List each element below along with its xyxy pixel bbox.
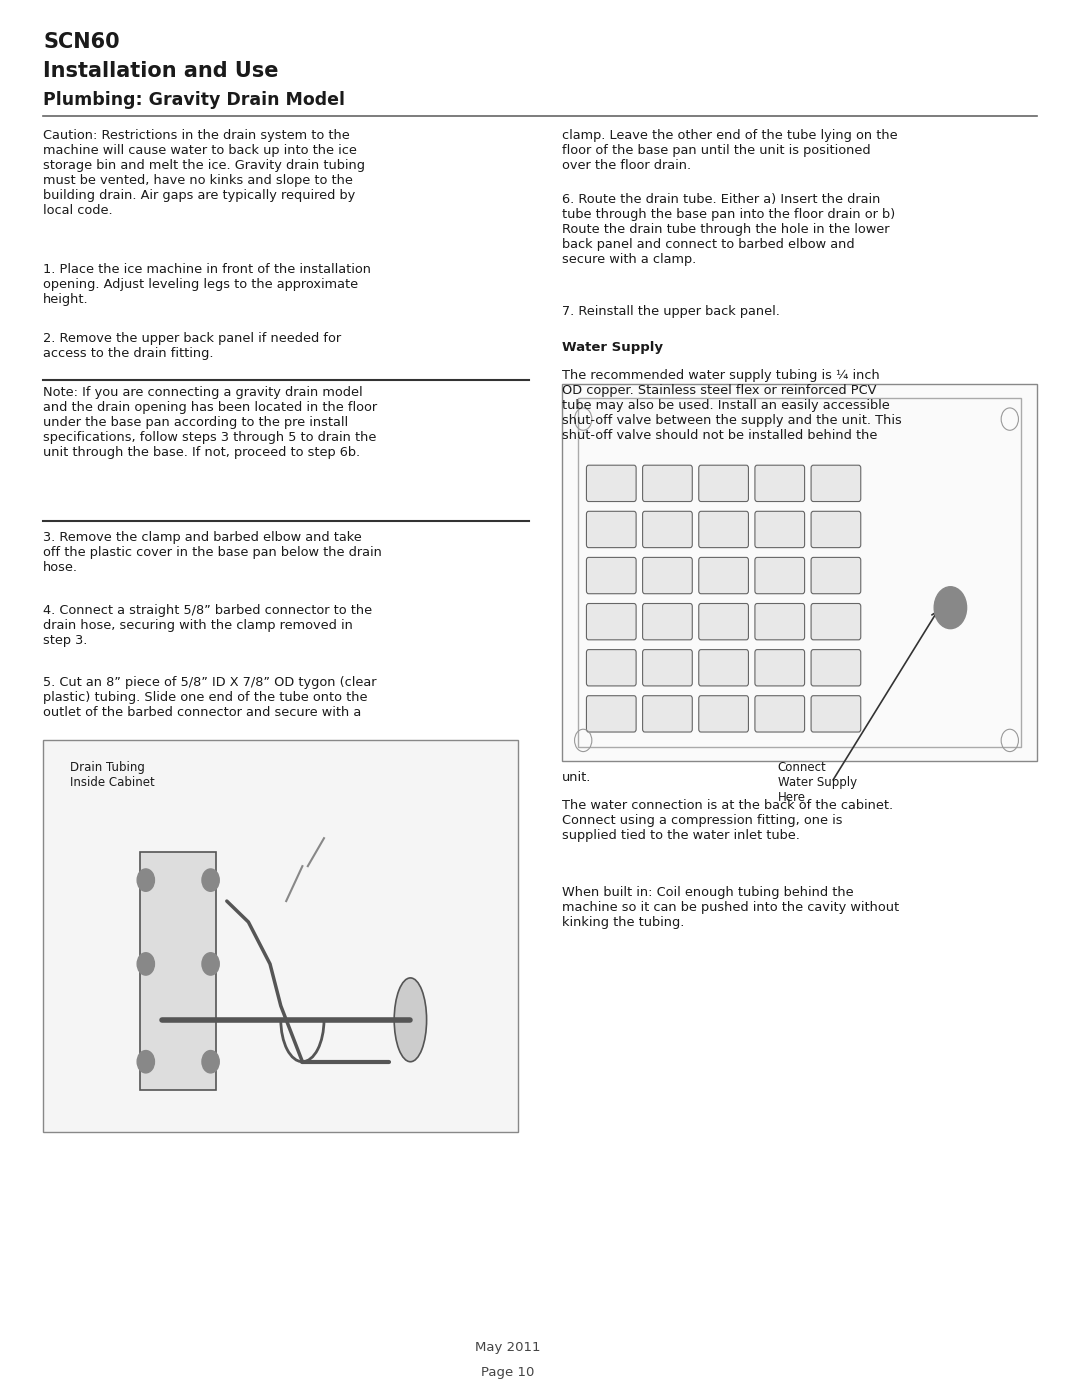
Circle shape — [137, 953, 154, 975]
FancyBboxPatch shape — [755, 465, 805, 502]
FancyBboxPatch shape — [755, 604, 805, 640]
Circle shape — [934, 587, 967, 629]
Circle shape — [202, 953, 219, 975]
FancyBboxPatch shape — [699, 604, 748, 640]
Text: 6. Route the drain tube. Either a) Insert the drain
tube through the base pan in: 6. Route the drain tube. Either a) Inser… — [562, 193, 895, 265]
FancyBboxPatch shape — [811, 511, 861, 548]
Text: Plumbing: Gravity Drain Model: Plumbing: Gravity Drain Model — [43, 91, 346, 109]
FancyBboxPatch shape — [755, 557, 805, 594]
FancyBboxPatch shape — [699, 511, 748, 548]
Text: Water Supply: Water Supply — [562, 341, 663, 353]
FancyBboxPatch shape — [811, 604, 861, 640]
Text: 4. Connect a straight 5/8” barbed connector to the
drain hose, securing with the: 4. Connect a straight 5/8” barbed connec… — [43, 604, 373, 647]
Bar — [562, 384, 1037, 761]
Text: Installation and Use: Installation and Use — [43, 61, 279, 81]
FancyBboxPatch shape — [643, 511, 692, 548]
Text: When built in: Coil enough tubing behind the
machine so it can be pushed into th: When built in: Coil enough tubing behind… — [562, 886, 899, 929]
FancyBboxPatch shape — [643, 696, 692, 732]
FancyBboxPatch shape — [643, 465, 692, 502]
FancyBboxPatch shape — [643, 557, 692, 594]
FancyBboxPatch shape — [811, 465, 861, 502]
Circle shape — [137, 869, 154, 891]
FancyBboxPatch shape — [755, 650, 805, 686]
FancyBboxPatch shape — [586, 696, 636, 732]
FancyBboxPatch shape — [755, 511, 805, 548]
FancyBboxPatch shape — [699, 650, 748, 686]
FancyBboxPatch shape — [586, 557, 636, 594]
FancyBboxPatch shape — [643, 650, 692, 686]
Text: Connect
Water Supply
Here: Connect Water Supply Here — [778, 761, 856, 805]
Text: 2. Remove the upper back panel if needed for
access to the drain fitting.: 2. Remove the upper back panel if needed… — [43, 332, 341, 360]
FancyBboxPatch shape — [586, 650, 636, 686]
Circle shape — [202, 869, 219, 891]
Text: Page 10: Page 10 — [481, 1366, 534, 1379]
Circle shape — [137, 1051, 154, 1073]
Bar — [578, 398, 1021, 747]
FancyBboxPatch shape — [811, 650, 861, 686]
Text: The water connection is at the back of the cabinet.
Connect using a compression : The water connection is at the back of t… — [562, 799, 893, 842]
Bar — [43, 740, 518, 1132]
FancyBboxPatch shape — [586, 511, 636, 548]
FancyBboxPatch shape — [643, 604, 692, 640]
Text: clamp. Leave the other end of the tube lying on the
floor of the base pan until : clamp. Leave the other end of the tube l… — [562, 129, 897, 172]
Text: 5. Cut an 8” piece of 5/8” ID X 7/8” OD tygon (clear
plastic) tubing. Slide one : 5. Cut an 8” piece of 5/8” ID X 7/8” OD … — [43, 676, 377, 719]
Text: unit.: unit. — [562, 771, 591, 784]
Text: Note: If you are connecting a gravity drain model
and the drain opening has been: Note: If you are connecting a gravity dr… — [43, 386, 377, 458]
Text: 3. Remove the clamp and barbed elbow and take
off the plastic cover in the base : 3. Remove the clamp and barbed elbow and… — [43, 531, 382, 574]
Text: Caution: Restrictions in the drain system to the
machine will cause water to bac: Caution: Restrictions in the drain syste… — [43, 129, 365, 217]
FancyBboxPatch shape — [811, 557, 861, 594]
Text: The recommended water supply tubing is ¼ inch
OD copper. Stainless steel flex or: The recommended water supply tubing is ¼… — [562, 369, 902, 441]
Bar — [140, 852, 216, 1090]
FancyBboxPatch shape — [755, 696, 805, 732]
Text: 1. Place the ice machine in front of the installation
opening. Adjust leveling l: 1. Place the ice machine in front of the… — [43, 263, 372, 306]
FancyBboxPatch shape — [586, 465, 636, 502]
FancyBboxPatch shape — [586, 604, 636, 640]
Text: May 2011: May 2011 — [475, 1341, 541, 1354]
Text: 7. Reinstall the upper back panel.: 7. Reinstall the upper back panel. — [562, 305, 780, 317]
Circle shape — [202, 1051, 219, 1073]
FancyBboxPatch shape — [699, 557, 748, 594]
FancyBboxPatch shape — [699, 696, 748, 732]
FancyBboxPatch shape — [811, 696, 861, 732]
FancyBboxPatch shape — [699, 465, 748, 502]
Ellipse shape — [394, 978, 427, 1062]
Text: SCN60: SCN60 — [43, 32, 120, 52]
Text: Drain Tubing
Inside Cabinet: Drain Tubing Inside Cabinet — [70, 761, 154, 789]
